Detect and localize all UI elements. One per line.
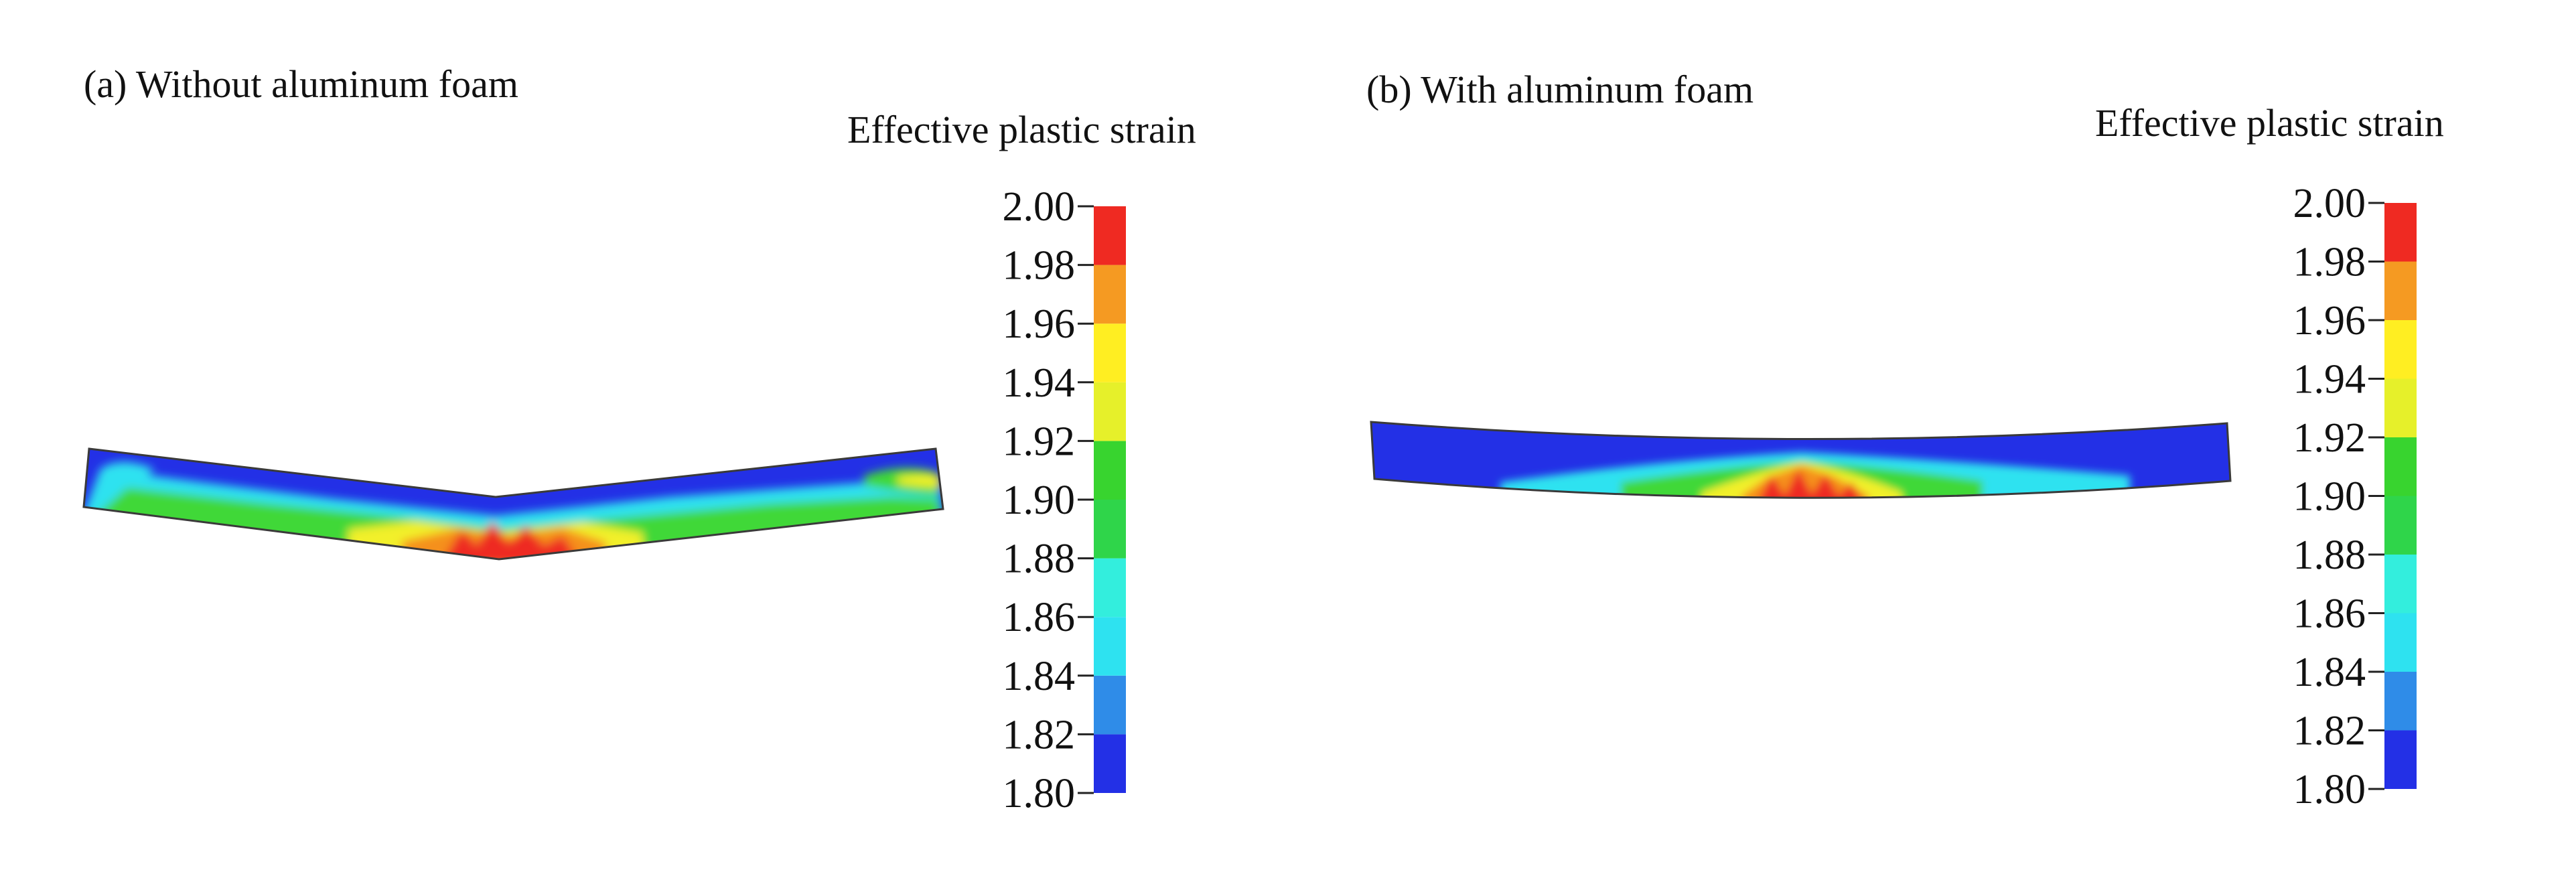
colorbar-a: 2.00 1.98 1.96 1.94 1.92 1.90 1.88 1.86 1.84 1.82… xyxy=(1003,184,1126,816)
colorbar-band xyxy=(1094,500,1126,559)
colorbar-tick-label: 1.88 xyxy=(1003,536,1076,582)
colorbar-tick-label: 2.00 xyxy=(2293,181,2366,226)
colorbar-tick-label: 1.80 xyxy=(2293,767,2366,812)
panel-b-title: (b) With aluminum foam xyxy=(1366,68,1754,111)
colorbar-band xyxy=(2384,437,2417,496)
colorbar-band xyxy=(2384,613,2417,672)
colorbar-band xyxy=(1094,441,1126,500)
colorbar-band xyxy=(2384,378,2417,437)
colorbar-band xyxy=(1094,323,1126,382)
colorbar-band xyxy=(1094,675,1126,735)
colorbar-tick-label: 1.80 xyxy=(1003,771,1076,816)
colorbar-tick-label: 1.84 xyxy=(1003,654,1076,699)
colorbar-tick-label: 1.90 xyxy=(2293,474,2366,520)
colorbar-band xyxy=(1094,617,1126,676)
colorbar-tick-label: 1.86 xyxy=(2293,591,2366,637)
colorbar-tick-label: 1.92 xyxy=(2293,415,2366,461)
colorbar-band xyxy=(2384,672,2417,731)
colorbar-tick-label: 1.86 xyxy=(1003,595,1076,640)
colorbar-tick-label: 1.90 xyxy=(1003,478,1076,523)
colorbar-tick-label: 1.82 xyxy=(2293,709,2366,754)
colorbar-tick-label: 1.98 xyxy=(2293,240,2366,285)
colorbar-band xyxy=(1094,382,1126,441)
colorbar-tick-label: 1.82 xyxy=(1003,712,1076,757)
colorbar-band xyxy=(2384,261,2417,320)
colorbar-tick-label: 1.96 xyxy=(1003,301,1076,347)
colorbar-band xyxy=(1094,558,1126,618)
colorbar-tick-label: 1.84 xyxy=(2293,650,2366,695)
colorbar-band xyxy=(1094,206,1126,265)
colorbar-band xyxy=(1094,265,1126,324)
colorbar-band xyxy=(2384,320,2417,379)
colorbar-tick-label: 1.94 xyxy=(2293,357,2366,403)
colorbar-tick-label: 1.98 xyxy=(1003,243,1076,289)
panel-b-legend-title: Effective plastic strain xyxy=(2095,101,2444,145)
colorbar-band xyxy=(2384,496,2417,555)
colorbar-tick-label: 1.94 xyxy=(1003,360,1076,406)
colorbar-band xyxy=(2384,555,2417,613)
colorbar-tick-label: 1.96 xyxy=(2293,298,2366,344)
colorbar-band xyxy=(1094,734,1126,793)
colorbar-tick-label: 1.88 xyxy=(2293,532,2366,578)
colorbar-tick-label: 2.00 xyxy=(1003,184,1076,230)
panel-a-legend-title: Effective plastic strain xyxy=(847,108,1196,151)
beam-a xyxy=(82,447,944,561)
colorbar-band xyxy=(2384,203,2417,262)
colorbar-tick-label: 1.92 xyxy=(1003,419,1076,464)
colorbar-band xyxy=(2384,730,2417,789)
panel-a-title: (a) Without aluminum foam xyxy=(84,62,518,106)
beam-b xyxy=(1370,421,2232,499)
colorbar-b: 2.00 1.98 1.96 1.94 1.92 1.90 1.88 1.86 1.84 1.82… xyxy=(2293,181,2417,812)
